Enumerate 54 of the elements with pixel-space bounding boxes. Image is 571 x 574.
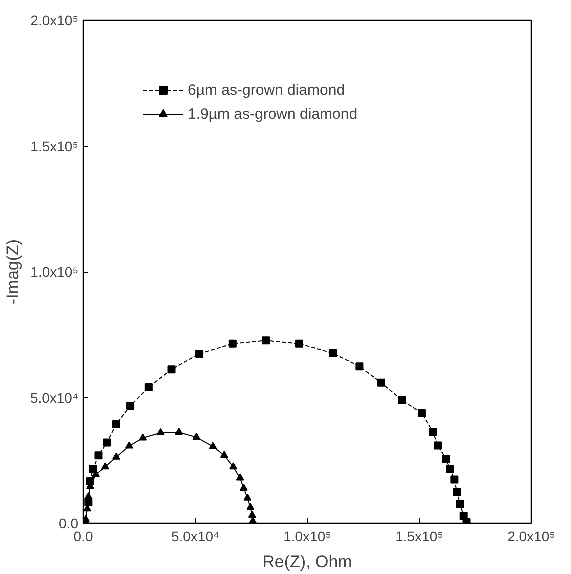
x-tick-label: 5.0x10⁴: [171, 528, 220, 544]
y-tick-label: 1.5x10⁵: [30, 138, 79, 154]
point: [262, 336, 270, 345]
point: [89, 465, 98, 474]
point: [230, 462, 238, 470]
point: [398, 396, 406, 404]
point: [356, 362, 364, 371]
point: [446, 465, 454, 474]
point: [220, 451, 228, 458]
legend-label: 1.9µm as-grown diamond: [188, 106, 358, 122]
point: [236, 474, 244, 481]
point: [126, 402, 135, 410]
point: [175, 428, 184, 435]
point: [418, 409, 426, 418]
point: [192, 432, 201, 440]
point: [94, 452, 103, 460]
point: [209, 442, 218, 450]
legend-label: 6µm as-grown diamond: [188, 82, 346, 98]
y-axis-title: -Imag(Z): [3, 239, 22, 305]
point: [434, 442, 442, 450]
point: [112, 452, 120, 460]
point: [112, 420, 120, 428]
point: [168, 366, 176, 374]
point: [101, 462, 110, 470]
point: [295, 340, 304, 348]
point: [453, 488, 462, 496]
point: [125, 442, 134, 449]
point: [456, 500, 464, 508]
point: [450, 476, 459, 484]
point: [139, 434, 148, 441]
x-tick-label: 2.0x10⁵: [508, 528, 556, 544]
y-tick-label: 0.0: [59, 516, 79, 532]
point: [156, 428, 165, 436]
point: [329, 349, 338, 358]
point: [103, 438, 112, 447]
point: [248, 510, 256, 518]
point: [84, 492, 93, 500]
x-tick-label: 0.0: [74, 528, 94, 544]
point: [144, 383, 153, 392]
point: [196, 350, 204, 358]
x-axis-title: Re(Z), Ohm: [262, 552, 352, 572]
point: [228, 340, 237, 348]
y-tick-label: 2.0x10⁵: [30, 12, 79, 28]
point: [244, 494, 252, 501]
point: [429, 428, 438, 436]
point: [442, 455, 450, 464]
x-tick-label: 1.0x10⁵: [284, 528, 332, 544]
y-tick-label: 1.0x10⁵: [30, 264, 79, 280]
point: [92, 470, 100, 478]
point: [246, 503, 255, 510]
y-tick-label: 5.0x10⁴: [30, 390, 79, 406]
point: [240, 484, 248, 492]
x-tick-label: 1.5x10⁵: [396, 528, 444, 544]
point: [377, 378, 386, 387]
